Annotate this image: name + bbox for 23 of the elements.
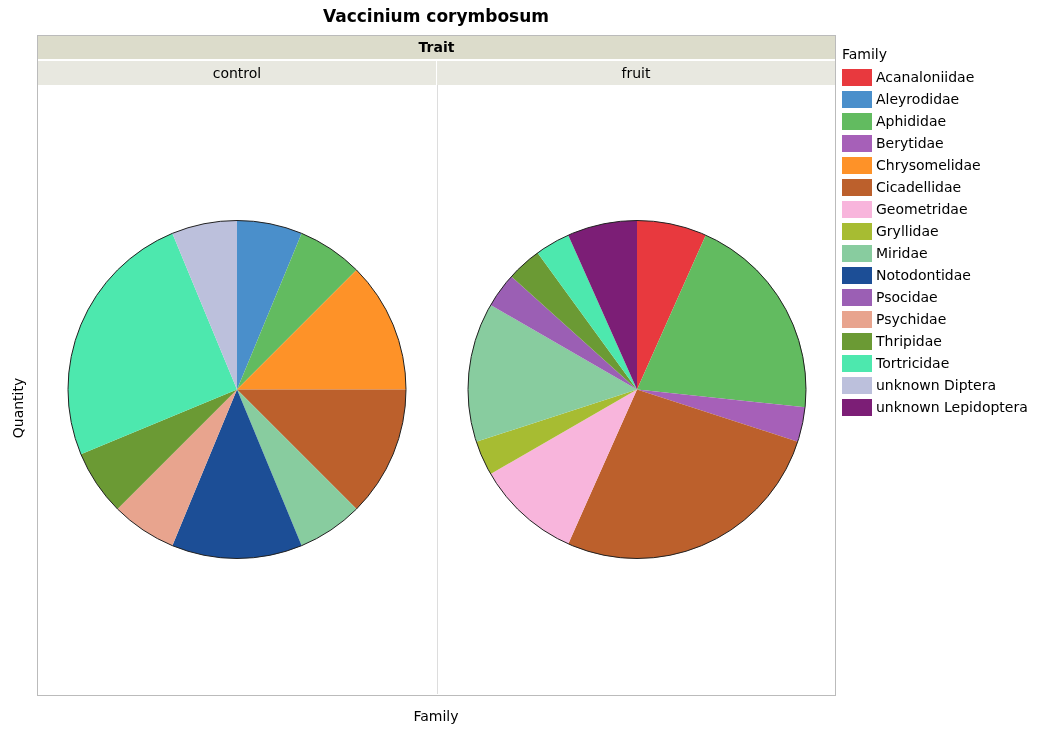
legend-label: Gryllidae: [876, 223, 939, 239]
slice-label: control: [38, 61, 436, 85]
text: Trait: [38, 36, 835, 59]
legend-label: unknown Lepidoptera: [876, 399, 1028, 415]
slice-label: fruit: [437, 61, 835, 85]
legend-label: Cicadellidae: [876, 179, 962, 195]
legend-label: Notodontidae: [876, 267, 971, 283]
text: Quantity: [10, 376, 26, 441]
legend-label: Tortricidae: [876, 355, 950, 371]
legend-label: Geometridae: [876, 201, 968, 217]
legend-label: Aleyrodidae: [876, 91, 960, 107]
legend-label: unknown Diptera: [876, 377, 997, 393]
legend-label: Aphididae: [876, 113, 947, 129]
legend-title: Family: [842, 46, 889, 62]
legend-label: Miridae: [876, 245, 928, 261]
legend-label: Berytidae: [876, 135, 944, 151]
legend-label: Psychidae: [876, 311, 947, 327]
chart-title: Vaccinium corymbosum: [321, 6, 551, 26]
legend-label: Acanaloniidae: [876, 69, 975, 85]
text: Family: [412, 708, 460, 724]
legend-label: Psocidae: [876, 289, 938, 305]
legend-label: Thripidae: [876, 333, 942, 349]
legend-label: Chrysomelidae: [876, 157, 981, 173]
